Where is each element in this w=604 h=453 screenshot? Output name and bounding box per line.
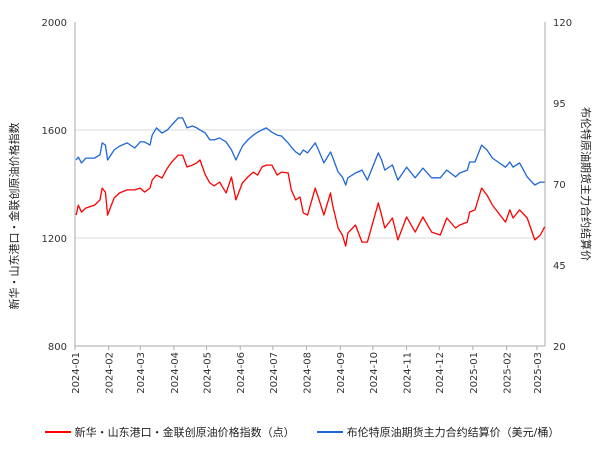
x-tick-label: 2024-11 (403, 352, 414, 394)
axes (74, 22, 546, 350)
right-tick-label: 45 (553, 261, 566, 272)
x-tick-label: 2025-03 (533, 352, 544, 394)
gridlines (75, 129, 545, 239)
right-tick-label: 95 (553, 99, 566, 110)
series-lines (75, 117, 546, 247)
left-tick-label: 2000 (42, 18, 67, 29)
x-tick-label: 2024-07 (269, 352, 280, 394)
x-tick-label: 2024-03 (136, 352, 147, 394)
series-line-brent (75, 117, 545, 186)
left-tick-label: 800 (48, 342, 67, 353)
right-tick-label: 20 (553, 342, 566, 353)
dual-axis-line-chart: 800 1200 1600 2000 20 45 70 95 120 2024-01 2024-02… (7, 18, 593, 394)
legend-item-brent: 布伦特原油期货主力合约结算价（美元/桶） (316, 424, 560, 440)
x-tick-label: 2024-12 (435, 352, 446, 394)
x-tick-label: 2024-04 (170, 352, 181, 394)
legend-label: 新华・山东港口・金联创原油价格指数（点） (74, 426, 295, 439)
x-tick-label: 2024-01 (71, 352, 82, 394)
left-tick-label: 1200 (42, 234, 67, 245)
legend-label: 布伦特原油期货主力合约结算价（美元/桶） (346, 426, 560, 439)
x-tick-label: 2025-01 (469, 352, 480, 394)
right-tick-label: 70 (553, 180, 566, 191)
series-line-index (75, 154, 546, 247)
x-tick-label: 2025-02 (503, 352, 514, 394)
x-tick-label: 2024-10 (369, 352, 380, 394)
legend-swatch-blue (316, 431, 343, 433)
x-tick-label: 2024-02 (105, 352, 116, 394)
legend-swatch-red (44, 431, 71, 433)
x-tick-label: 2024-05 (203, 352, 214, 394)
tick-labels: 800 1200 1600 2000 20 45 70 95 120 2024-01 2024-02… (42, 18, 573, 394)
right-tick-label: 120 (553, 18, 572, 29)
legend-item-index: 新华・山东港口・金联创原油价格指数（点） (44, 424, 295, 440)
x-tick-label: 2024-09 (336, 352, 347, 394)
legend: 新华・山东港口・金联创原油价格指数（点） 布伦特原油期货主力合约结算价（美元/桶… (0, 424, 604, 440)
right-axis-label: 布伦特原油期货主力合约结算价 (579, 107, 593, 261)
x-tick-label: 2024-08 (303, 352, 314, 394)
left-axis-label: 新华・山东港口・金联创原油价格指数 (7, 123, 21, 310)
left-tick-label: 1600 (42, 126, 67, 137)
x-tick-label: 2024-06 (236, 352, 247, 394)
